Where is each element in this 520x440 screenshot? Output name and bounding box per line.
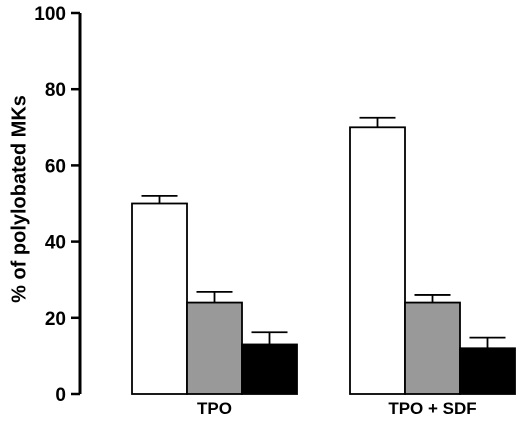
bar-group [131,194,298,395]
y-tick-label: 60 [45,156,66,177]
y-tick-label: 20 [45,309,66,330]
y-axis-title: % of polylobated MKs [8,95,30,303]
y-axis: 0 20 40 60 80 100 [34,4,82,406]
y-tick-label: 40 [45,233,66,254]
bar-group [349,116,516,395]
bar [459,347,516,395]
x-category-label: TPO [197,399,232,418]
bar-groups [131,116,516,395]
bar [349,126,406,395]
y-tick-label: 0 [55,385,66,406]
bar [131,202,188,395]
y-tick-label: 80 [45,80,66,101]
bar [186,301,243,395]
x-axis-labels: TPO TPO + SDF [197,399,477,418]
y-tick-label: 100 [34,4,66,25]
x-category-label: TPO + SDF [388,399,476,418]
bar [404,301,461,395]
bar [241,343,298,395]
